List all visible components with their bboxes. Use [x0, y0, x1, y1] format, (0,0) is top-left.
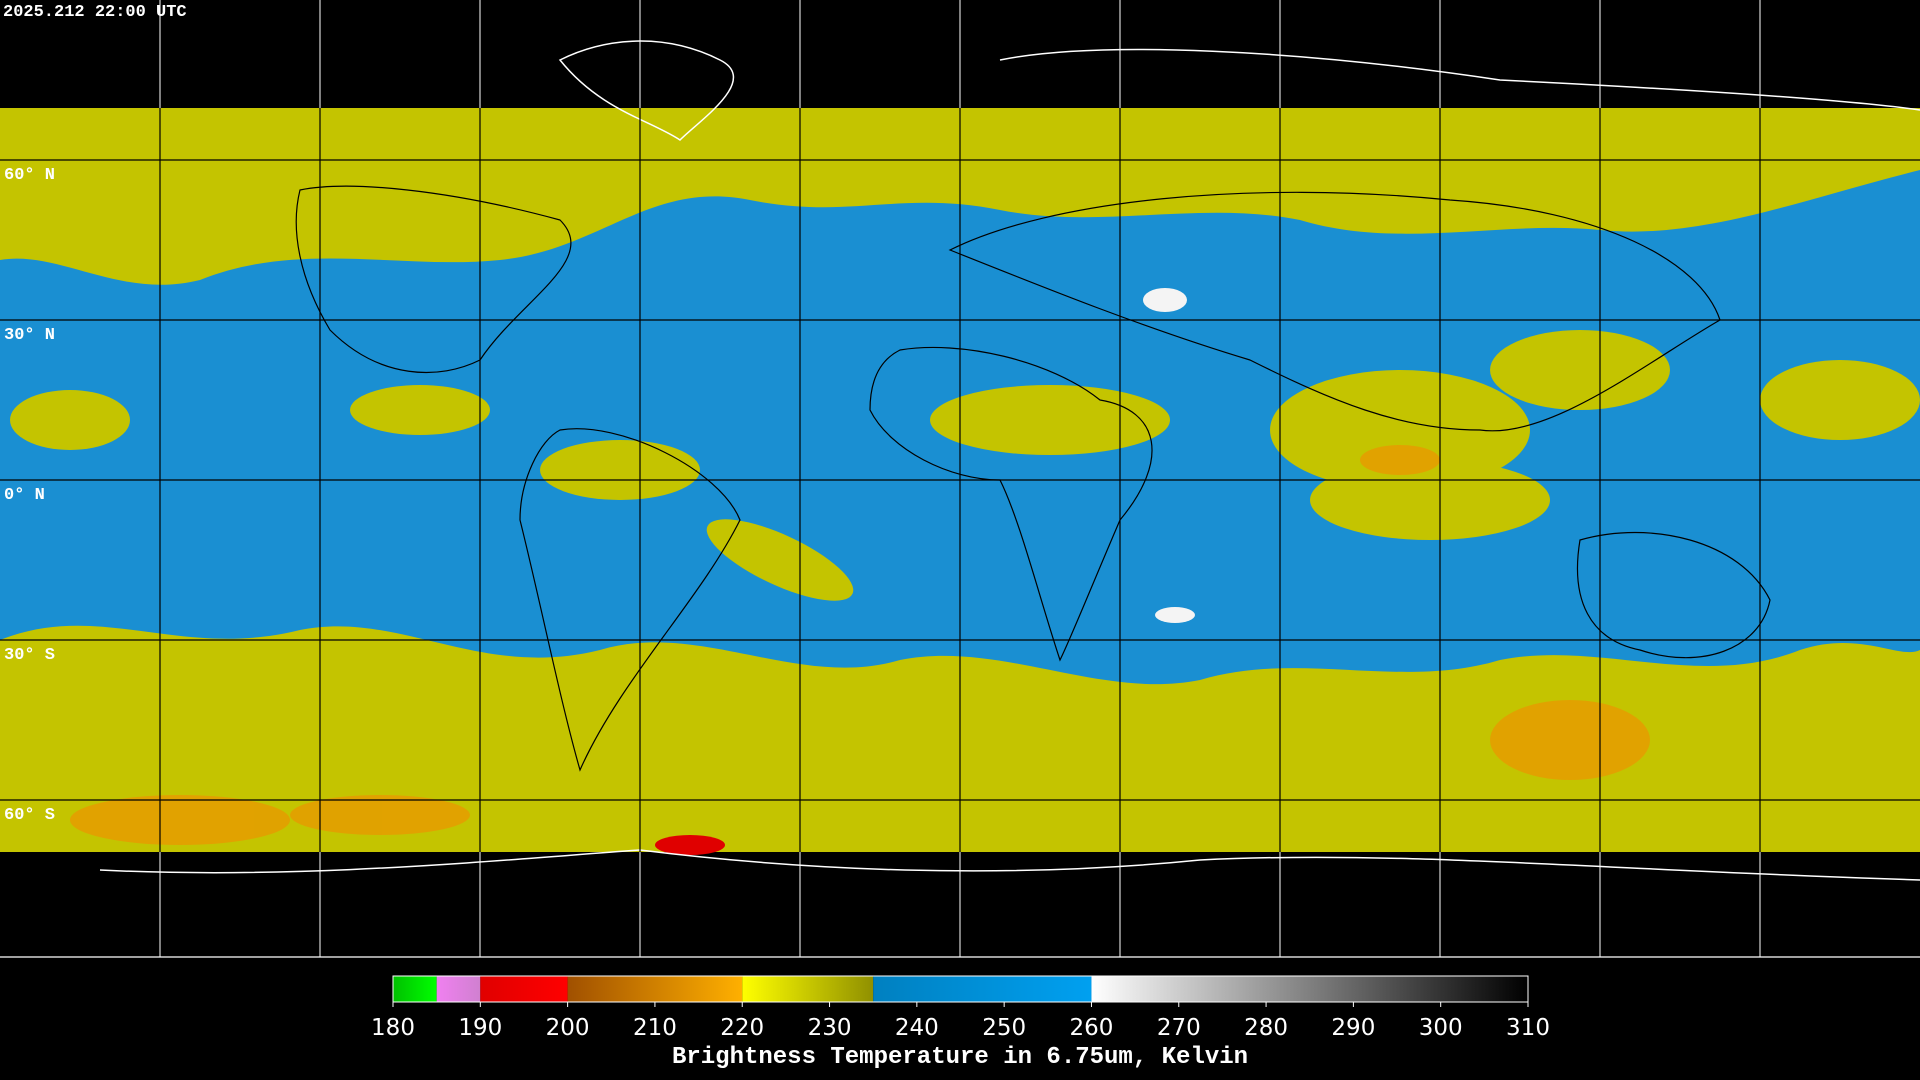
warm-dry-patch — [1155, 607, 1195, 623]
colorbar-tick-label: 230 — [808, 1015, 852, 1041]
colorbar-tick-label: 300 — [1419, 1015, 1463, 1041]
colorbar-segment — [742, 976, 874, 1002]
colorbar-tick-label: 210 — [633, 1015, 677, 1041]
latitude-label: 0° N — [4, 486, 45, 505]
warm-dry-patch — [1143, 288, 1187, 312]
colorbar-segment — [393, 976, 437, 1002]
latitude-label: 60° S — [4, 806, 55, 825]
colorbar-tick-label: 200 — [546, 1015, 590, 1041]
colorbar-tick-label: 240 — [895, 1015, 939, 1041]
colorbar-segment — [436, 976, 481, 1002]
colorbar-tick-label: 290 — [1331, 1015, 1375, 1041]
latitude-label: 30° S — [4, 646, 55, 665]
colorbar-label: Brightness Temperature in 6.75um, Kelvin — [672, 1044, 1248, 1071]
colorbar-tick-label: 270 — [1157, 1015, 1201, 1041]
colorbar: 180 190 200 210 220 230 240 250 260 270 280 290 300 3… — [371, 975, 1550, 1041]
continent-outlines — [295, 185, 1771, 772]
colorbar-tick-label: 190 — [458, 1015, 502, 1041]
deep-convection — [655, 835, 725, 855]
graticule — [0, 0, 1920, 958]
colorbar-tick-label: 260 — [1070, 1015, 1114, 1041]
coastlines — [99, 40, 1920, 881]
colorbar-segment — [1091, 976, 1528, 1002]
latitude-label: 60° N — [4, 166, 55, 185]
latitude-labels: 60° N 30° N 0° N 30° S 60° S — [4, 166, 55, 825]
colorbar-segment — [480, 976, 568, 1002]
colorbar-tick-label: 310 — [1506, 1015, 1550, 1041]
colorbar-tick-label: 280 — [1244, 1015, 1288, 1041]
colorbar-tick-label: 220 — [720, 1015, 764, 1041]
meridians — [0, 108, 1920, 852]
colorbar-frame — [392, 975, 1529, 1003]
latitude-label: 30° N — [4, 326, 55, 345]
colorbar-segment — [873, 976, 1092, 1002]
timestamp: 2025.212 22:00 UTC — [3, 3, 187, 22]
colorbar-tick-label: 250 — [982, 1015, 1026, 1041]
colorbar-segment — [567, 976, 743, 1002]
cold-cloud-tops — [70, 445, 1650, 845]
colorbar-tick-label: 180 — [371, 1015, 415, 1041]
